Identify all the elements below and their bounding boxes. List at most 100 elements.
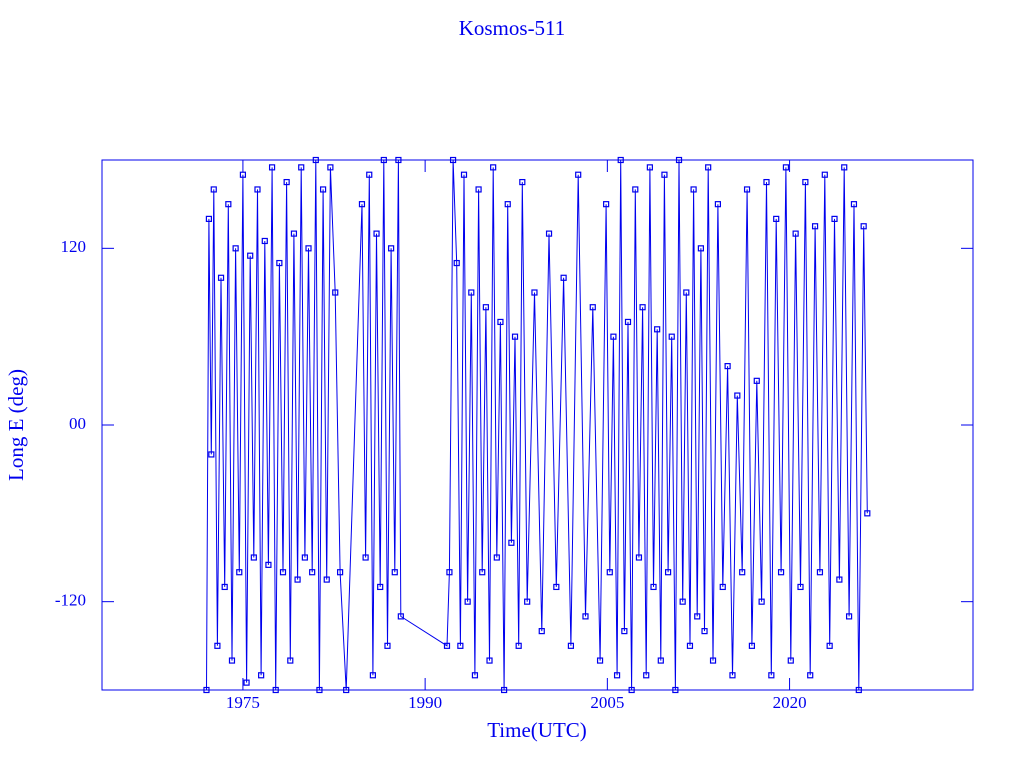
data-point xyxy=(493,554,500,561)
y-tick-label: -120 xyxy=(55,591,86,610)
data-point xyxy=(236,569,243,576)
data-point xyxy=(449,156,457,164)
data-point xyxy=(675,156,683,164)
x-tick-label: 2005 xyxy=(590,693,624,712)
data-point xyxy=(650,583,657,591)
data-point xyxy=(639,304,646,311)
data-point xyxy=(290,230,298,237)
data-point xyxy=(490,164,497,171)
data-point xyxy=(864,510,871,517)
x-tick-label: 1975 xyxy=(226,693,260,712)
data-point xyxy=(482,304,489,311)
data-point xyxy=(850,201,858,208)
data-point xyxy=(753,377,760,384)
data-point xyxy=(792,230,799,237)
data-point xyxy=(582,613,589,620)
data-point xyxy=(397,613,404,620)
data-point xyxy=(683,289,690,296)
data-point xyxy=(531,289,538,296)
data-point xyxy=(845,613,853,620)
data-point xyxy=(701,628,708,635)
data-point xyxy=(734,392,741,399)
data-point xyxy=(841,164,848,171)
data-point xyxy=(500,686,508,694)
data-point xyxy=(301,554,308,561)
data-point xyxy=(589,304,596,311)
data-point xyxy=(836,576,843,583)
data-point xyxy=(323,576,330,583)
data-point xyxy=(777,569,785,576)
x-tick-label: 2020 xyxy=(773,693,807,712)
data-point xyxy=(464,598,471,605)
data-point xyxy=(635,554,643,561)
data-point xyxy=(709,657,717,664)
data-point xyxy=(560,274,567,281)
data-point xyxy=(460,171,468,178)
data-point xyxy=(316,686,323,694)
data-point xyxy=(603,201,610,208)
data-point xyxy=(305,245,312,252)
data-point xyxy=(508,539,515,546)
data-point xyxy=(312,156,319,164)
data-point xyxy=(468,289,475,296)
data-point xyxy=(247,252,254,259)
data-point xyxy=(743,186,751,193)
data-point xyxy=(243,679,250,686)
data-point xyxy=(811,223,819,230)
data-point xyxy=(380,156,387,164)
data-line xyxy=(206,159,868,691)
data-point xyxy=(232,245,239,252)
data-point xyxy=(729,672,736,679)
data-point xyxy=(294,576,301,583)
data-point xyxy=(567,642,575,649)
data-point xyxy=(664,569,672,576)
data-point xyxy=(254,186,261,193)
data-point xyxy=(763,178,770,186)
data-point xyxy=(332,289,339,296)
data-point xyxy=(553,583,560,591)
data-point xyxy=(265,561,272,568)
data-point xyxy=(287,657,294,664)
data-point xyxy=(343,686,350,694)
data-point xyxy=(672,686,679,694)
data-point xyxy=(276,259,283,267)
data-point xyxy=(524,598,531,605)
data-point xyxy=(504,201,511,208)
data-point xyxy=(643,672,650,679)
data-point xyxy=(471,672,479,679)
chart-title: Kosmos-511 xyxy=(459,16,566,40)
data-point xyxy=(719,583,726,591)
data-point xyxy=(336,569,344,576)
data-point xyxy=(362,554,369,561)
data-point xyxy=(610,333,617,340)
data-point xyxy=(855,686,862,694)
data-point xyxy=(773,215,780,222)
data-point xyxy=(395,156,402,164)
data-point xyxy=(443,642,451,649)
data-point xyxy=(453,259,460,267)
data-point xyxy=(446,569,453,576)
data-point xyxy=(787,657,794,664)
data-point xyxy=(366,171,373,178)
y-axis-label: Long E (deg) xyxy=(4,369,28,481)
data-point xyxy=(250,554,257,561)
data-point xyxy=(575,171,582,178)
data-point xyxy=(621,628,628,635)
data-point xyxy=(214,642,221,649)
data-point xyxy=(479,569,486,576)
data-point xyxy=(860,223,867,230)
data-point xyxy=(768,672,775,679)
data-point xyxy=(486,657,493,664)
data-point xyxy=(217,274,225,281)
data-point xyxy=(816,569,824,576)
data-point xyxy=(624,318,632,326)
data-point xyxy=(714,201,721,208)
data-point xyxy=(705,164,712,171)
data-point xyxy=(511,333,519,340)
data-point xyxy=(515,642,522,649)
data-point xyxy=(319,186,327,193)
data-point xyxy=(802,178,809,186)
data-point xyxy=(657,657,664,664)
data-point xyxy=(369,672,376,679)
